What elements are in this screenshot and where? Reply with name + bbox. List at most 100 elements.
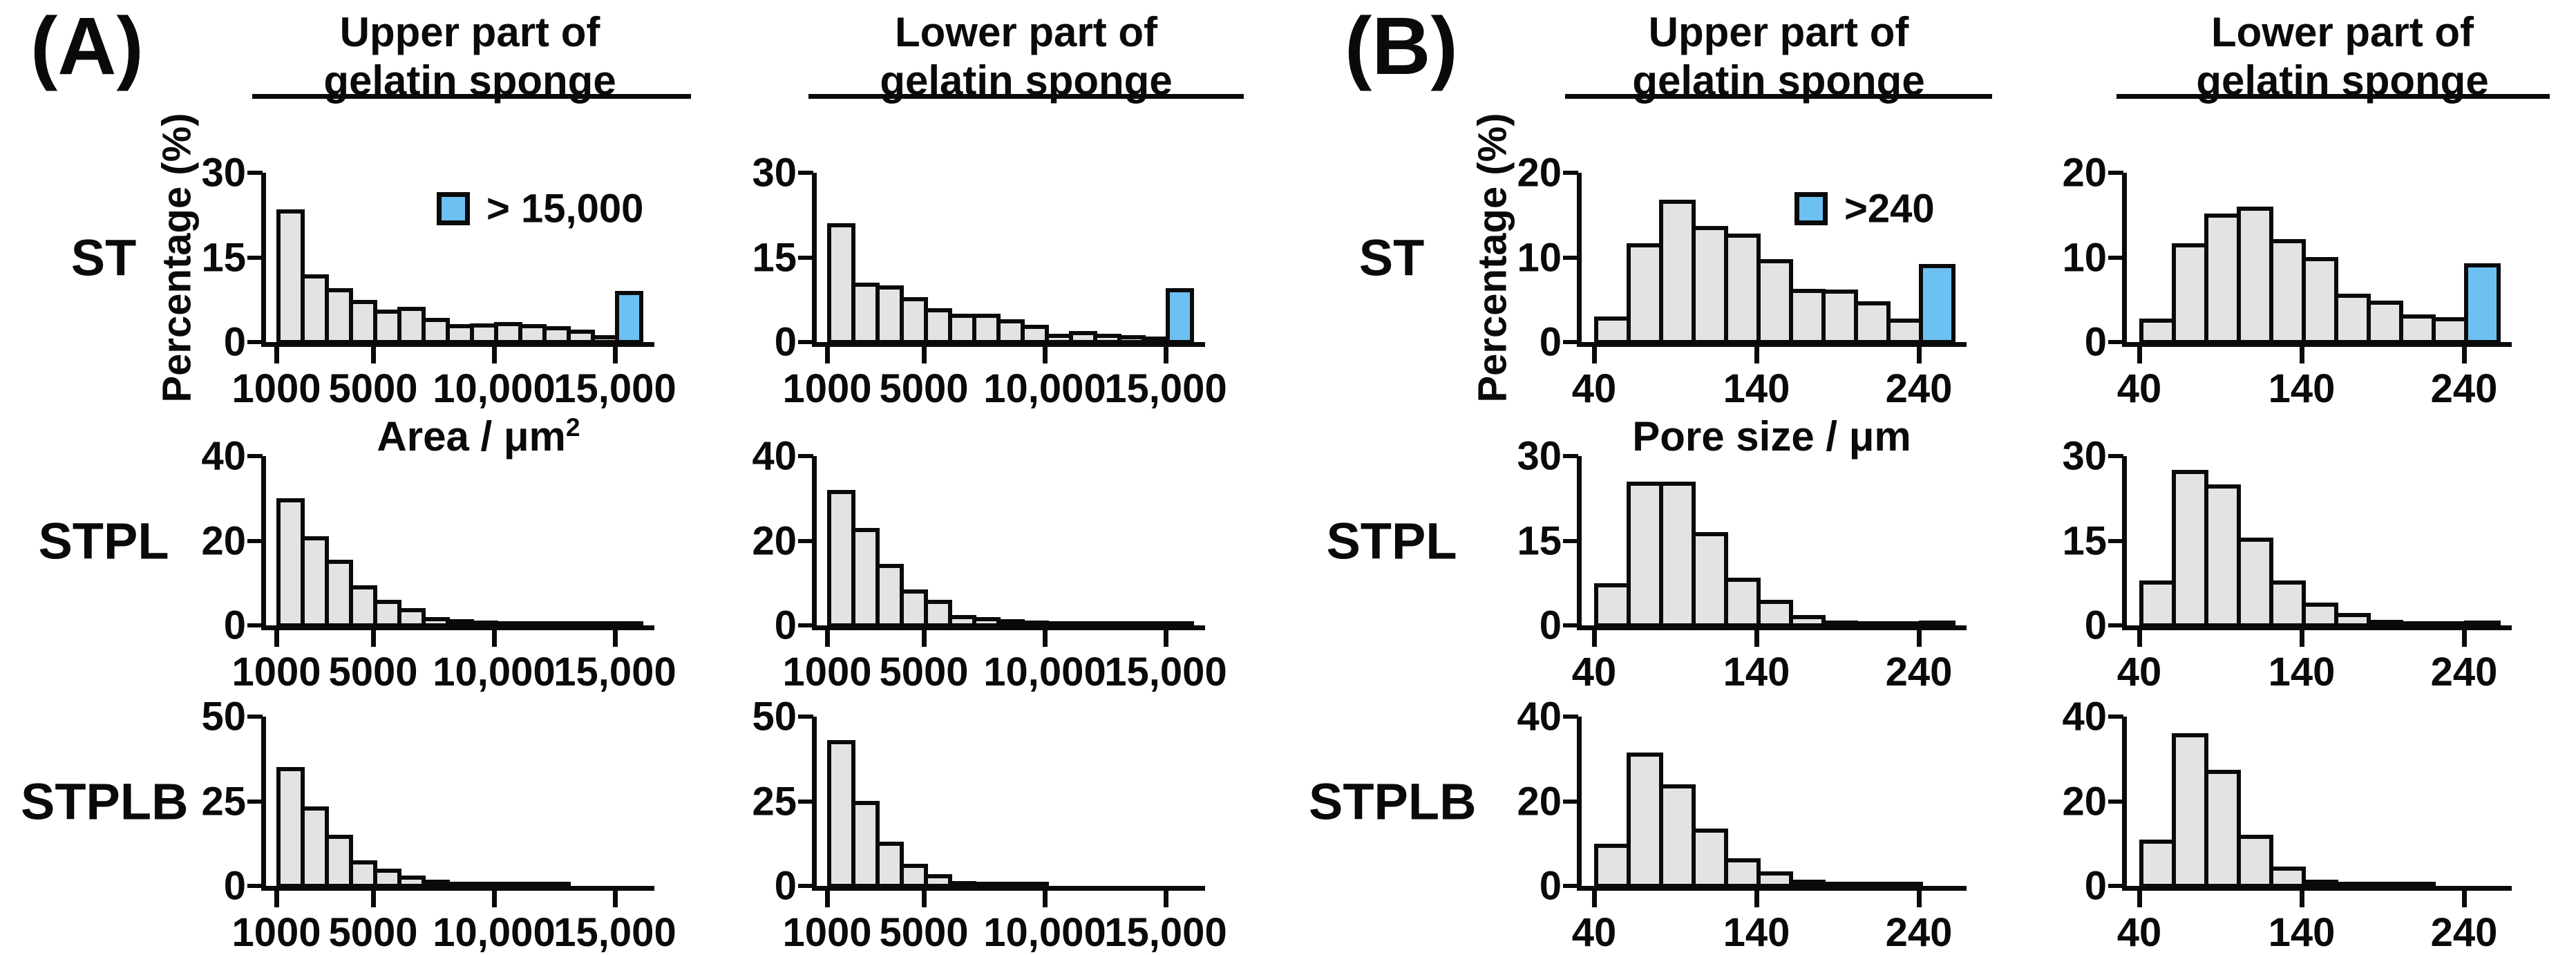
bar [301,274,329,344]
column-header-line: Upper part of [339,9,600,55]
x-tick [2137,891,2142,907]
y-axis-line [2122,456,2127,630]
y-tick-label: 0 [2084,319,2107,365]
histogram-B-ST-upper: 0 10 20 40 140 240 >240 Pore size / μm [1517,151,1967,460]
bar [2399,621,2436,630]
y-axis-line [812,456,817,630]
bar [349,300,377,344]
y-tick [798,799,813,804]
x-tick-label: 1000 [782,650,872,694]
x-tick [1043,347,1048,363]
x-axis-line [2122,625,2512,630]
header-underline [252,94,691,99]
x-tick [492,347,497,363]
histogram-A-STPL-lower: 0 20 40 1000 5000 10,000 15,000 [752,434,1227,695]
bar [1659,200,1696,344]
x-axis-line [1577,886,1967,891]
y-tick [1563,623,1578,627]
bar [1594,844,1631,888]
bar [1756,259,1793,344]
x-axis-line [261,342,654,347]
x-tick-label: 40 [2116,366,2162,411]
y-tick [1563,799,1578,804]
x-tick [492,891,497,907]
x-tick [1592,630,1597,647]
row-label-STPL: STPL [38,512,169,569]
x-axis-line [1577,625,1967,630]
x-axis-line [812,342,1205,347]
x-tick-label: 40 [2116,910,2162,955]
x-tick-label: 1000 [231,366,321,411]
histogram-B-STPL-lower: 0 15 30 40 140 240 [2062,434,2512,694]
histogram-A-ST-lower: 0 15 30 1000 5000 10,000 15,000 [752,151,1227,412]
bar [2302,257,2338,344]
y-tick-label: 15 [752,235,797,280]
bar [325,560,353,627]
overflow-bar [2464,621,2501,629]
bar [2399,882,2436,890]
bar [1789,615,1826,627]
y-tick [247,255,263,260]
y-tick-label: 0 [774,603,797,648]
x-tick-label: 15,000 [1104,366,1227,411]
x-tick-label: 40 [1571,366,1617,411]
y-tick [2108,799,2123,804]
x-tick-label: 1000 [782,366,872,411]
y-tick [798,340,813,344]
y-tick [2108,340,2123,344]
bar [2204,214,2241,344]
bar [924,600,952,627]
x-axis-title: Pore size / μm [1632,413,1911,460]
legend-label: >240 [1844,186,1935,231]
bar [2172,243,2208,344]
bar [1692,829,1728,888]
x-tick [1592,891,1597,907]
bar [2432,317,2468,344]
y-axis-line [812,173,817,347]
x-tick [1043,891,1048,907]
x-tick [274,630,279,647]
x-tick [274,347,279,363]
y-tick-label: 0 [223,603,246,648]
bar [1021,882,1049,890]
x-tick-label: 5000 [328,650,418,694]
x-tick-label: 140 [2268,366,2336,411]
bar [2139,319,2176,344]
y-tick-label: 40 [2062,694,2107,739]
x-tick [371,347,376,363]
bar [1724,234,1761,344]
column-header: Upper part of gelatin sponge [323,8,616,105]
bar [1821,290,1858,344]
x-tick-label: 1000 [231,910,321,955]
y-tick-label: 0 [1539,319,1562,365]
x-tick-label: 10,000 [433,910,556,955]
y-tick [1563,538,1578,543]
x-tick [825,347,830,363]
y-tick [798,454,813,458]
y-tick [798,255,813,260]
y-tick-label: 20 [1517,779,1562,824]
y-axis-line [261,456,266,630]
x-tick [1917,347,1922,363]
x-tick [1754,630,1759,647]
x-tick [825,891,830,907]
x-tick [274,891,279,907]
y-tick [1563,454,1578,458]
y-tick-label: 20 [2062,779,2107,824]
y-axis-line [1577,717,1582,891]
bar [2367,620,2403,628]
bar [1594,316,1631,344]
y-tick-label: 0 [223,319,246,365]
x-tick [2137,630,2142,647]
bar [1789,880,1826,888]
bar [2432,621,2468,630]
x-tick-label: 5000 [879,910,969,955]
bar [1627,753,1663,888]
header-underline [1565,94,1992,99]
overflow-bar [2464,263,2501,344]
bar [2367,301,2403,344]
histogram-B-STPLB-upper: 0 20 40 40 140 240 [1517,694,1967,955]
header-underline [2116,94,2550,99]
header-underline [808,94,1244,99]
